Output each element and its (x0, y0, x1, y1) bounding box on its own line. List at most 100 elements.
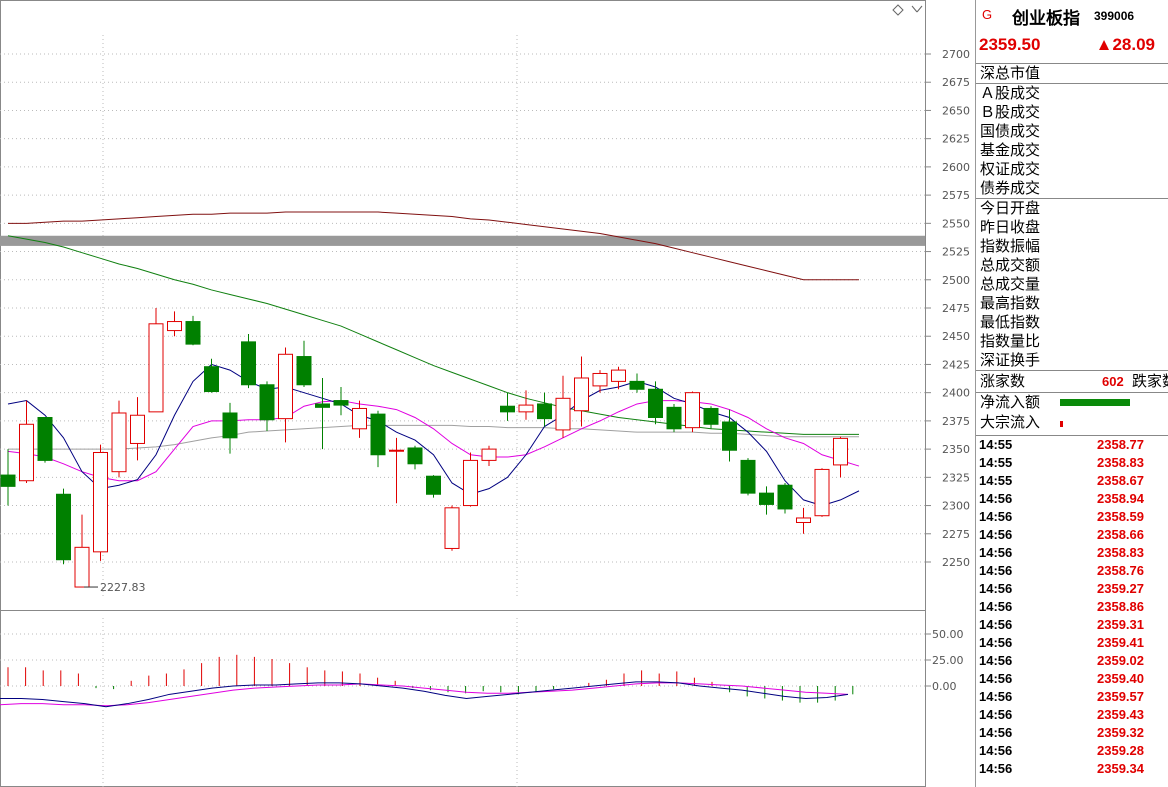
net-flow-row: 净流入额 (976, 393, 1168, 413)
tick-time: 14:55 (979, 455, 1013, 470)
y-tick-label: 2550 (942, 217, 970, 230)
candle-body (444, 507, 460, 549)
block-flow-row: 大宗流入 (976, 413, 1168, 433)
tick-time: 14:56 (979, 689, 1013, 704)
candle-body (759, 492, 774, 505)
tick-list[interactable]: 14:55 2358.77 14:55 2358.83 14:55 2358.67 14:5… (976, 435, 1168, 778)
ma10-line (7, 400, 860, 482)
y-tick-label: 2700 (942, 48, 970, 61)
net-flow-label: 净流入额 (980, 393, 1041, 411)
stat-label: 债券成交 (980, 179, 1041, 197)
tick-row: 14:56 2359.27 (976, 580, 1168, 598)
candle-body (370, 413, 386, 456)
tick-time: 14:56 (979, 509, 1013, 524)
candle-body (389, 449, 404, 452)
candle-body (333, 400, 349, 406)
candle-body (148, 323, 164, 413)
kline-chart-area[interactable]: 2700 2675 2650 2625 2600 2575 2550 2525 2500 2475… (0, 0, 975, 787)
y-tick-label: 2600 (942, 161, 970, 174)
y-tick-label: 2625 (942, 133, 970, 146)
tick-price: 2358.86 (1097, 599, 1144, 614)
turnover-group: Ａ股成交 Ｂ股成交 国债成交 基金成交 权证成交 债券成交 (976, 84, 1168, 199)
block-flow-bar (1060, 421, 1063, 427)
sub-tick-label: 50.00 (932, 628, 964, 641)
stat-label: 最低指数 (980, 313, 1041, 331)
market-cap-group: 深总市值 (976, 64, 1168, 84)
tick-time: 14:56 (979, 743, 1013, 758)
stat-label: 最高指数 (980, 294, 1041, 312)
tick-price: 2359.41 (1097, 635, 1144, 650)
stat-label: 权证成交 (980, 160, 1041, 178)
y-tick-label: 2375 (942, 415, 970, 428)
tick-time: 14:56 (979, 761, 1013, 776)
chart-frame (0, 0, 926, 787)
candle-body (555, 397, 571, 431)
tick-price: 2358.83 (1097, 545, 1144, 560)
tick-row: 14:55 2358.83 (976, 454, 1168, 472)
candle-body (666, 406, 682, 430)
candle-body (481, 448, 497, 461)
tick-time: 14:56 (979, 491, 1013, 506)
tick-price: 2358.76 (1097, 563, 1144, 578)
net-flow-bar (1060, 399, 1130, 406)
y-tick-label: 2525 (942, 246, 970, 259)
candle-body (56, 493, 71, 561)
y-tick-label: 2500 (942, 274, 970, 287)
breadth-row: 涨家数 602 跌家数 (976, 371, 1168, 393)
y-tick-label: 2575 (942, 189, 970, 202)
candle-body (463, 459, 478, 507)
low-marker-label: 2227.83 (100, 581, 146, 594)
candle-body (352, 407, 367, 430)
kline-chart[interactable]: 2700 2675 2650 2625 2600 2575 2550 2525 2500 2475… (0, 0, 975, 787)
tick-row: 14:56 2359.02 (976, 652, 1168, 670)
candle-body (111, 412, 127, 473)
candle-body (740, 459, 756, 494)
tick-row: 14:56 2358.83 (976, 544, 1168, 562)
candle-body (500, 405, 515, 413)
tick-time: 14:56 (979, 617, 1013, 632)
ma120-line (8, 211, 859, 281)
tick-time: 14:55 (979, 473, 1013, 488)
tick-price: 2359.32 (1097, 725, 1144, 740)
index-code: 399006 (1094, 9, 1135, 23)
quote-header: G 创业板指 399006 (976, 0, 1168, 30)
tick-price: 2359.34 (1097, 761, 1144, 776)
candle-body (241, 341, 256, 386)
up-count-value: 602 (1102, 374, 1124, 389)
candle-body (259, 384, 275, 421)
tick-row: 14:56 2358.86 (976, 598, 1168, 616)
tick-row: 14:56 2359.57 (976, 688, 1168, 706)
price-change: ▲28.09 (1095, 35, 1155, 54)
y-tick-label: 2425 (942, 358, 970, 371)
y-tick-label: 2400 (942, 387, 970, 400)
candle-body (629, 380, 645, 390)
candle-body (130, 414, 145, 444)
tick-row: 14:56 2358.76 (976, 562, 1168, 580)
candle-body (796, 517, 811, 523)
candle-body (204, 366, 219, 393)
y-tick-label: 2675 (942, 76, 970, 89)
tick-row: 14:56 2358.94 (976, 490, 1168, 508)
candle-body (833, 437, 848, 466)
tick-time: 14:55 (979, 437, 1013, 452)
tick-row: 14:55 2358.77 (976, 436, 1168, 454)
y-tick-label: 2450 (942, 330, 970, 343)
stat-label: 昨日收盘 (980, 218, 1041, 236)
candle-body (315, 403, 330, 408)
ma30-line (8, 424, 859, 450)
candle-body (685, 392, 700, 429)
stat-label: 国债成交 (980, 122, 1041, 140)
tick-row: 14:56 2359.32 (976, 724, 1168, 742)
candle-body (296, 356, 312, 386)
tick-price: 2358.94 (1097, 491, 1144, 506)
y-tick-label: 2300 (942, 500, 970, 513)
tick-price: 2359.28 (1097, 743, 1144, 758)
sub-tick-label: 0.00 (932, 680, 957, 693)
tick-price: 2358.83 (1097, 455, 1144, 470)
resistance-band (0, 235, 925, 246)
ma60-line (7, 235, 859, 435)
scroll-icon (916, 5, 923, 13)
stat-label: 总成交额 (980, 256, 1041, 274)
tick-price: 2359.57 (1097, 689, 1144, 704)
stat-label: 指数量比 (980, 332, 1041, 350)
